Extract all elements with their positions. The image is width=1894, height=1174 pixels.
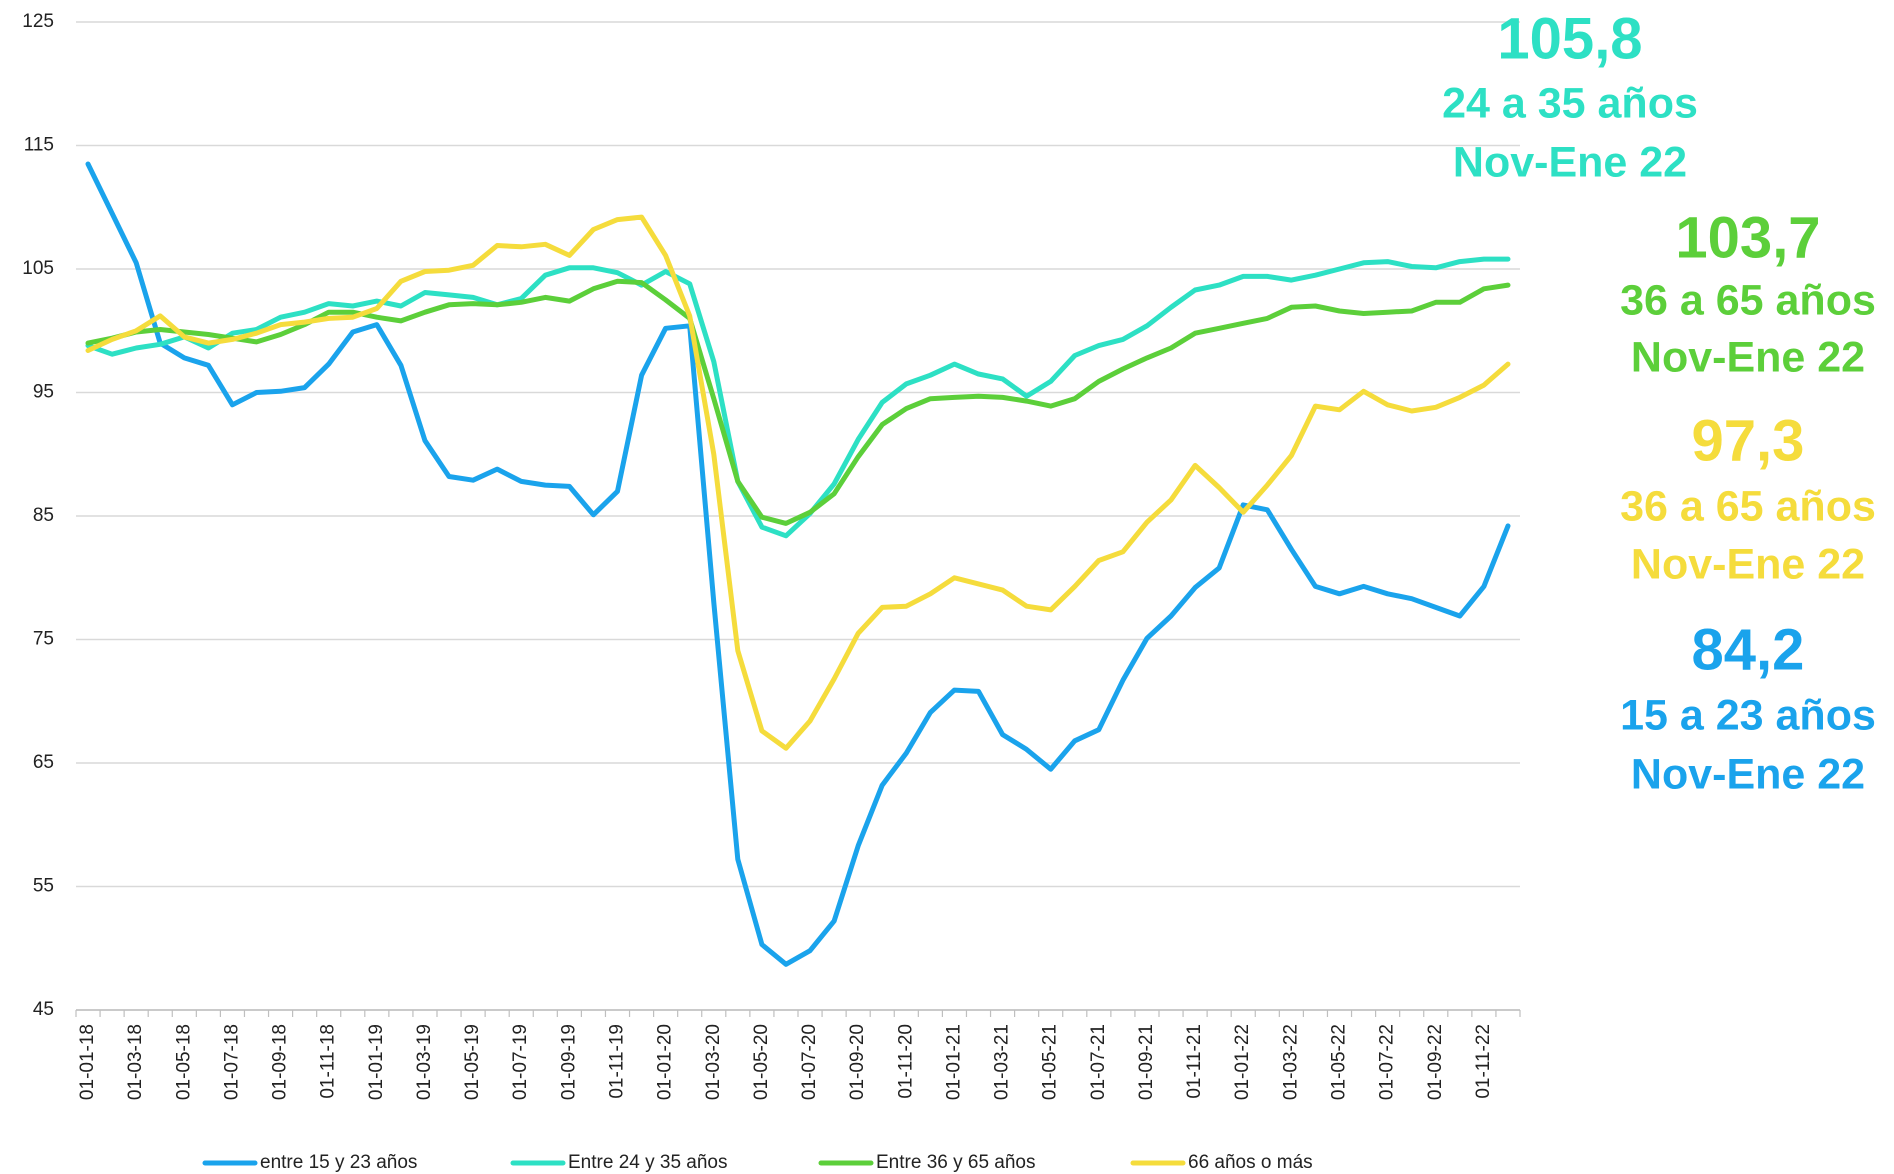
y-tick-label: 105	[22, 258, 54, 279]
annotation-value: 84,2	[1692, 617, 1805, 682]
x-tick-label: 01-07-21	[1088, 1024, 1109, 1100]
y-tick-label: 45	[33, 999, 54, 1020]
x-tick-label: 01-11-22	[1473, 1024, 1494, 1099]
x-tick-label: 01-03-20	[703, 1024, 724, 1100]
series-line	[85, 278, 1511, 526]
x-tick-label: 01-07-19	[510, 1024, 531, 1100]
annotation-value: 97,3	[1692, 408, 1805, 473]
y-tick-label: 125	[22, 11, 54, 32]
y-tick-label: 85	[33, 505, 54, 526]
annotation-period: Nov-Ene 22	[1453, 138, 1687, 186]
series-line	[85, 214, 1511, 751]
x-tick-label: 01-09-19	[558, 1024, 579, 1100]
annotation-label: 15 a 23 años	[1620, 691, 1876, 739]
legend-label: Entre 36 y 65 años	[876, 1152, 1036, 1173]
annotation-label: 36 a 65 años	[1620, 276, 1876, 324]
x-tick-label: 01-09-21	[1136, 1024, 1157, 1100]
annotation-period: Nov-Ene 22	[1631, 540, 1865, 588]
annotation-period: Nov-Ene 22	[1631, 750, 1865, 798]
legend-label: entre 15 y 23 años	[260, 1152, 417, 1173]
x-tick-label: 01-05-19	[462, 1024, 483, 1100]
x-tick-label: 01-03-19	[414, 1024, 435, 1100]
x-tick-label: 01-03-21	[992, 1024, 1013, 1100]
x-tick-label: 01-11-20	[895, 1024, 916, 1099]
annotation-value: 105,8	[1497, 6, 1642, 71]
x-tick-label: 01-09-18	[270, 1024, 291, 1100]
x-tick-label: 01-03-18	[125, 1024, 146, 1100]
y-tick-label: 115	[24, 135, 54, 156]
x-tick-label: 01-07-20	[799, 1024, 820, 1100]
x-tick-label: 01-11-18	[318, 1024, 339, 1099]
x-tick-label: 01-07-18	[221, 1024, 242, 1100]
x-tick-label: 01-01-19	[366, 1024, 387, 1100]
x-tick-label: 01-05-20	[751, 1024, 772, 1100]
annotation-value: 103,7	[1675, 205, 1820, 270]
x-tick-label: 01-05-18	[173, 1024, 194, 1100]
legend-label: 66 años o más	[1188, 1152, 1313, 1173]
x-tick-label: 01-11-21	[1184, 1024, 1205, 1099]
x-tick-label: 01-09-22	[1425, 1024, 1446, 1100]
annotation-label: 36 a 65 años	[1620, 482, 1876, 530]
x-tick-label: 01-01-22	[1232, 1024, 1253, 1100]
x-tick-label: 01-05-22	[1329, 1024, 1350, 1100]
y-tick-label: 95	[33, 382, 54, 403]
x-tick-label: 01-09-20	[847, 1024, 868, 1100]
x-tick-label: 01-07-22	[1377, 1024, 1398, 1100]
x-tick-label: 01-01-20	[655, 1024, 676, 1100]
annotation-label: 24 a 35 años	[1442, 79, 1698, 127]
series-line	[85, 161, 1511, 967]
x-tick-label: 01-11-19	[607, 1024, 628, 1099]
x-tick-label: 01-01-18	[77, 1024, 98, 1100]
x-tick-label: 01-01-21	[943, 1024, 964, 1100]
legend-label: Entre 24 y 35 años	[568, 1152, 728, 1173]
x-tick-label: 01-05-21	[1040, 1024, 1061, 1100]
series-line	[85, 256, 1511, 539]
y-tick-label: 65	[33, 752, 54, 773]
annotation-period: Nov-Ene 22	[1631, 333, 1865, 381]
y-tick-label: 75	[33, 629, 54, 650]
y-tick-label: 55	[33, 876, 54, 897]
x-tick-label: 01-03-22	[1280, 1024, 1301, 1100]
